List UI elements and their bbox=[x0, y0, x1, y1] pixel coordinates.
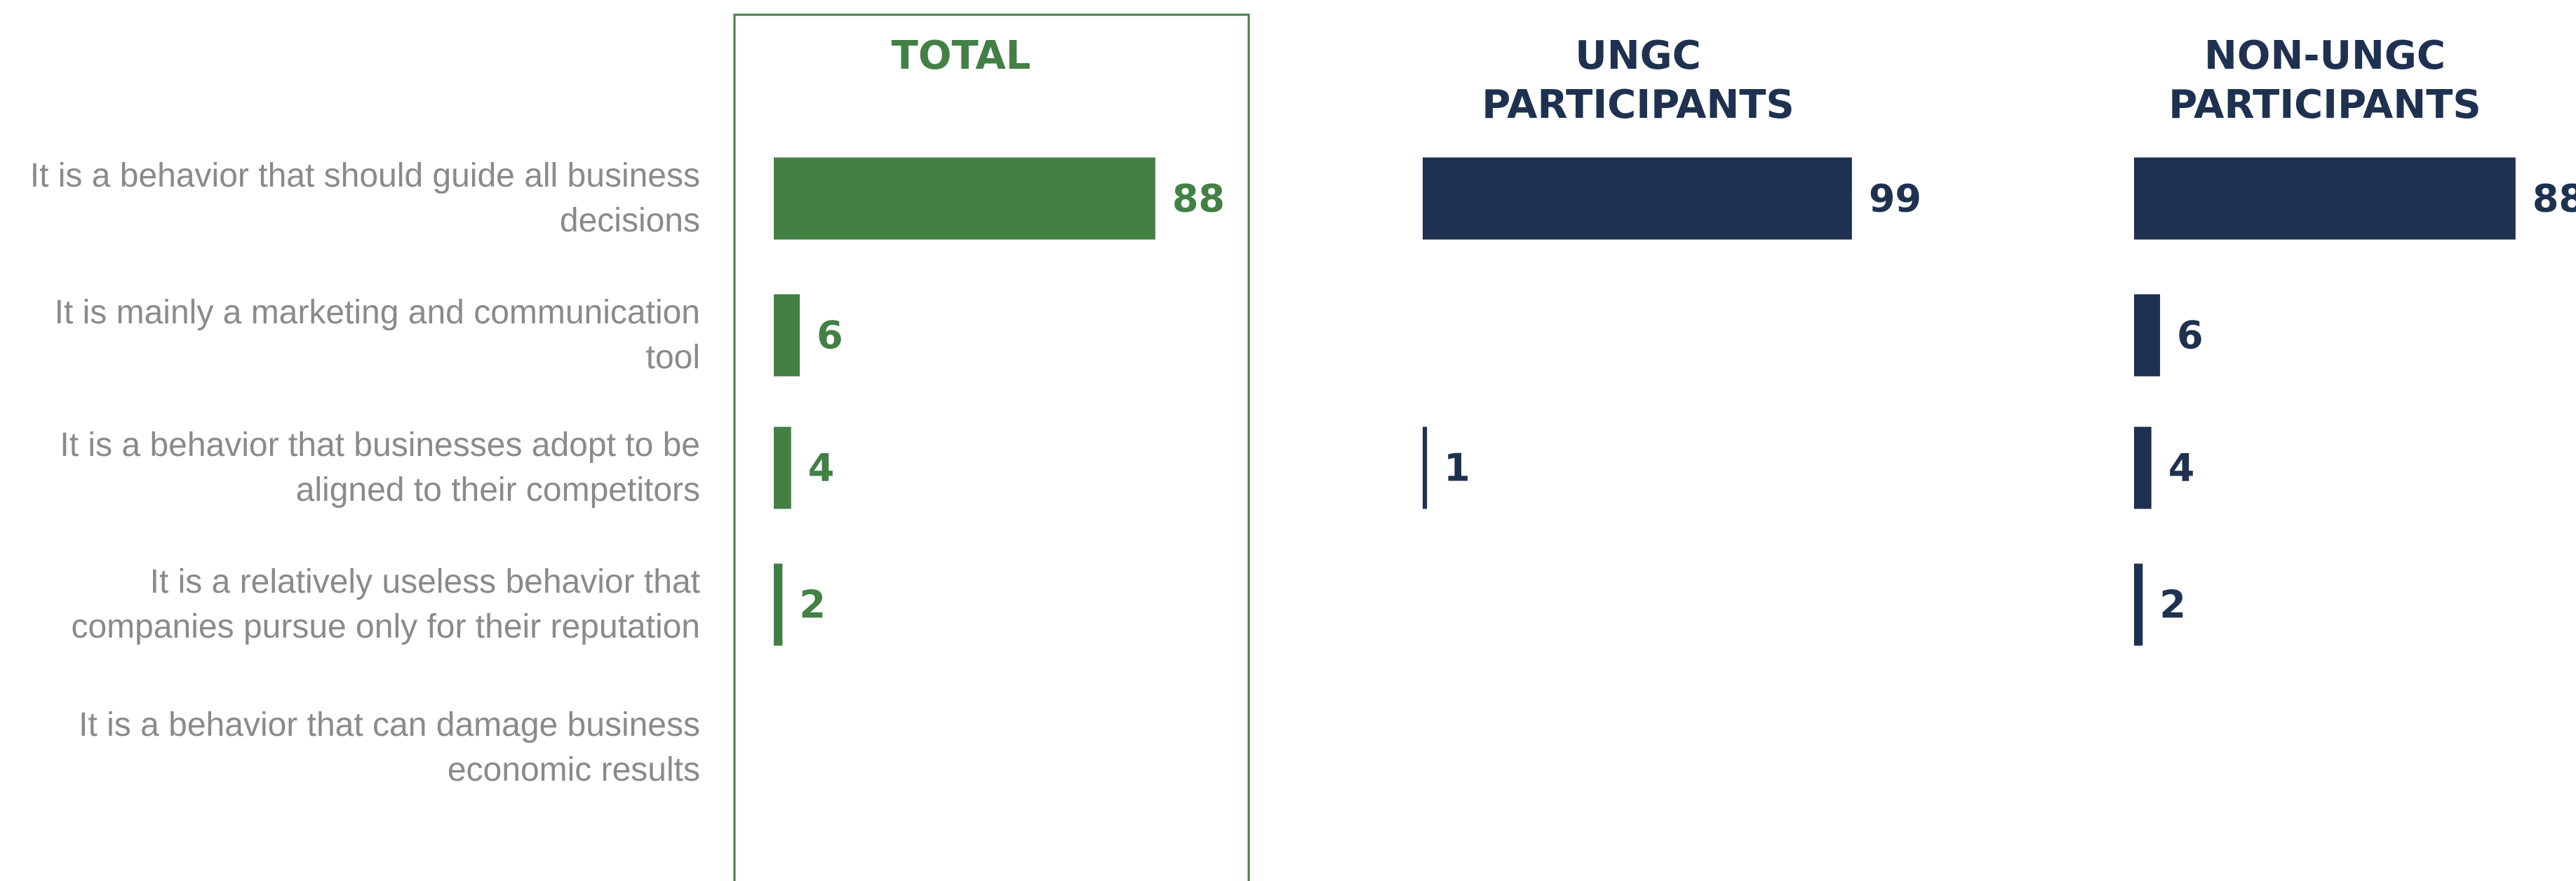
category-label: It is a behavior that can damage busines… bbox=[79, 706, 700, 788]
bar bbox=[1423, 426, 1428, 509]
bar bbox=[2134, 563, 2143, 646]
value-label: 2 bbox=[2159, 583, 2186, 627]
bar bbox=[2134, 294, 2161, 377]
bar bbox=[1423, 157, 1852, 240]
category-label: It is a behavior that businesses adopt t… bbox=[60, 426, 700, 509]
total-panel-frame bbox=[733, 13, 1250, 881]
bar bbox=[774, 157, 1155, 240]
panel-title: NON-UNGC PARTICIPANTS bbox=[2168, 33, 2481, 128]
bar bbox=[774, 426, 791, 509]
value-label: 4 bbox=[2168, 446, 2195, 490]
value-label: 2 bbox=[799, 583, 826, 627]
category-label: It is mainly a marketing and communicati… bbox=[54, 294, 700, 376]
value-label: 4 bbox=[808, 446, 835, 490]
bar bbox=[774, 294, 800, 377]
category-label: It is a behavior that should guide all b… bbox=[29, 157, 700, 239]
value-label: 6 bbox=[817, 314, 843, 358]
value-label: 1 bbox=[1444, 446, 1470, 490]
bar bbox=[2134, 157, 2516, 240]
value-label: 88 bbox=[2533, 177, 2576, 221]
value-label: 6 bbox=[2177, 314, 2203, 358]
value-label: 99 bbox=[1869, 177, 1921, 221]
panel-title: UNGC PARTICIPANTS bbox=[1482, 33, 1795, 128]
category-label: It is a relatively useless behavior that… bbox=[71, 563, 700, 645]
bar bbox=[2134, 426, 2152, 509]
bar bbox=[774, 563, 783, 646]
panel-title: TOTAL bbox=[891, 33, 1031, 79]
value-label: 88 bbox=[1172, 177, 1225, 221]
